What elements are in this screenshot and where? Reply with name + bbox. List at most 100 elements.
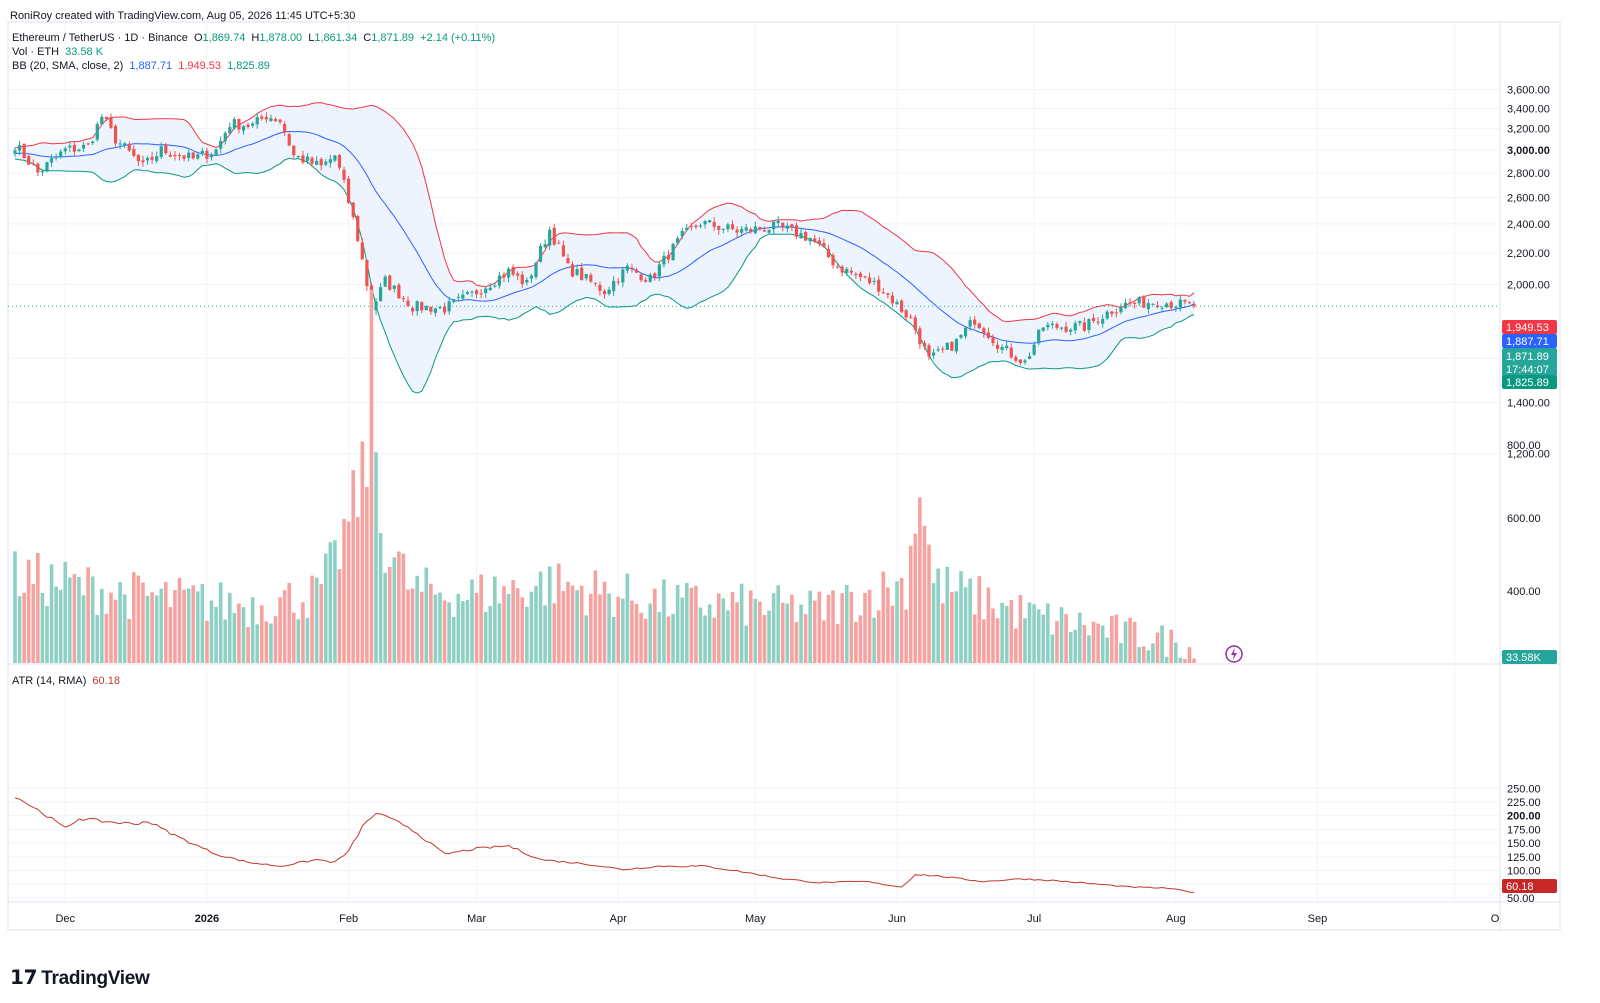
volume-bar[interactable] [200,584,205,663]
candle[interactable] [1050,321,1054,329]
volume-bar[interactable] [520,597,525,663]
candle[interactable] [817,237,821,247]
volume-bar[interactable] [694,585,698,663]
volume-bar[interactable] [1160,625,1164,663]
candle[interactable] [1000,344,1004,354]
candle[interactable] [424,305,428,311]
candle[interactable] [666,250,671,264]
candle[interactable] [232,116,236,130]
volume-bar[interactable] [936,568,940,663]
volume-bar[interactable] [630,600,634,663]
volume-bar[interactable] [305,617,310,663]
volume-bar[interactable] [776,585,780,663]
volume-bar[interactable] [922,525,927,663]
volume-bar[interactable] [739,583,744,663]
volume-bar[interactable] [447,602,451,663]
volume-bar[interactable] [415,575,419,663]
volume-bar[interactable] [945,566,950,663]
volume-bar[interactable] [22,592,26,663]
candle[interactable] [534,261,538,280]
volume-bar[interactable] [716,593,721,663]
candle[interactable] [749,227,753,234]
candle[interactable] [1091,313,1096,324]
volume-bar[interactable] [927,544,931,663]
candle[interactable] [968,316,972,331]
candle[interactable] [196,151,200,161]
volume-bar[interactable] [1192,658,1196,663]
candle[interactable] [881,287,885,294]
candle[interactable] [1078,320,1082,326]
volume-bar[interactable] [387,566,392,663]
volume-bar[interactable] [182,589,186,663]
candle[interactable] [81,141,86,152]
candle[interactable] [1087,318,1091,334]
candle[interactable] [86,142,90,146]
candle[interactable] [936,346,940,352]
candle[interactable] [488,282,492,291]
time-axis[interactable]: Dec 2026 Feb Mar Apr May Jun Jul Aug Sep O [55,913,1499,925]
volume-bar[interactable] [872,617,876,663]
candle[interactable] [479,289,483,299]
volume-bar[interactable] [698,607,703,663]
volume-bar[interactable] [104,613,109,663]
volume-bar[interactable] [250,597,255,663]
volume-bar[interactable] [81,595,86,663]
volume-bar[interactable] [575,590,579,663]
candle[interactable] [237,118,241,134]
candle[interactable] [662,251,666,268]
volume-bar[interactable] [570,585,575,663]
candle[interactable] [159,142,163,159]
candle[interactable] [973,316,977,329]
volume-bar[interactable] [401,553,406,663]
volume-bar[interactable] [264,621,269,663]
candle[interactable] [726,222,730,232]
volume-bar[interactable] [753,598,758,663]
candle[interactable] [273,117,278,122]
candle[interactable] [730,220,735,231]
candle[interactable] [653,272,657,281]
volume-bar[interactable] [223,619,228,663]
volume-bar[interactable] [1018,594,1023,663]
volume-bar[interactable] [333,540,337,663]
volume-bar[interactable] [835,623,840,663]
volume-bar[interactable] [547,566,552,663]
candle[interactable] [794,222,799,239]
volume-bar[interactable] [748,590,753,663]
volume-bar[interactable] [648,603,653,663]
candle[interactable] [922,340,927,351]
candle[interactable] [836,262,840,269]
volume-bar[interactable] [931,583,936,663]
volume-bar[interactable] [844,584,849,663]
volume-bar[interactable] [154,595,159,663]
volume-bar[interactable] [1141,646,1146,663]
candle[interactable] [602,288,607,299]
candle[interactable] [520,271,524,288]
candle[interactable] [200,147,204,156]
volume-bar[interactable] [118,581,122,663]
volume-bar[interactable] [899,577,904,663]
candle[interactable] [890,291,895,307]
candle[interactable] [1041,327,1045,332]
candle[interactable] [954,338,959,354]
candle[interactable] [301,150,305,165]
volume-bar[interactable] [561,591,566,663]
volume-bar[interactable] [849,591,854,663]
candle[interactable] [1027,352,1032,360]
volume-bar[interactable] [1000,602,1004,663]
volume-bar[interactable] [433,594,438,663]
candle[interactable] [1046,322,1050,331]
candle[interactable] [461,289,465,300]
volume-bar[interactable] [40,592,45,663]
candle[interactable] [657,261,661,281]
candle[interactable] [689,222,693,231]
candle[interactable] [963,327,968,339]
candle[interactable] [708,219,712,223]
volume-bar[interactable] [831,590,835,663]
candle[interactable] [442,302,447,316]
volume-bar[interactable] [77,576,81,663]
candle[interactable] [1110,311,1114,318]
volume-bar[interactable] [132,572,136,663]
candle[interactable] [1055,322,1059,331]
candle[interactable] [959,334,963,340]
candle[interactable] [822,238,826,248]
